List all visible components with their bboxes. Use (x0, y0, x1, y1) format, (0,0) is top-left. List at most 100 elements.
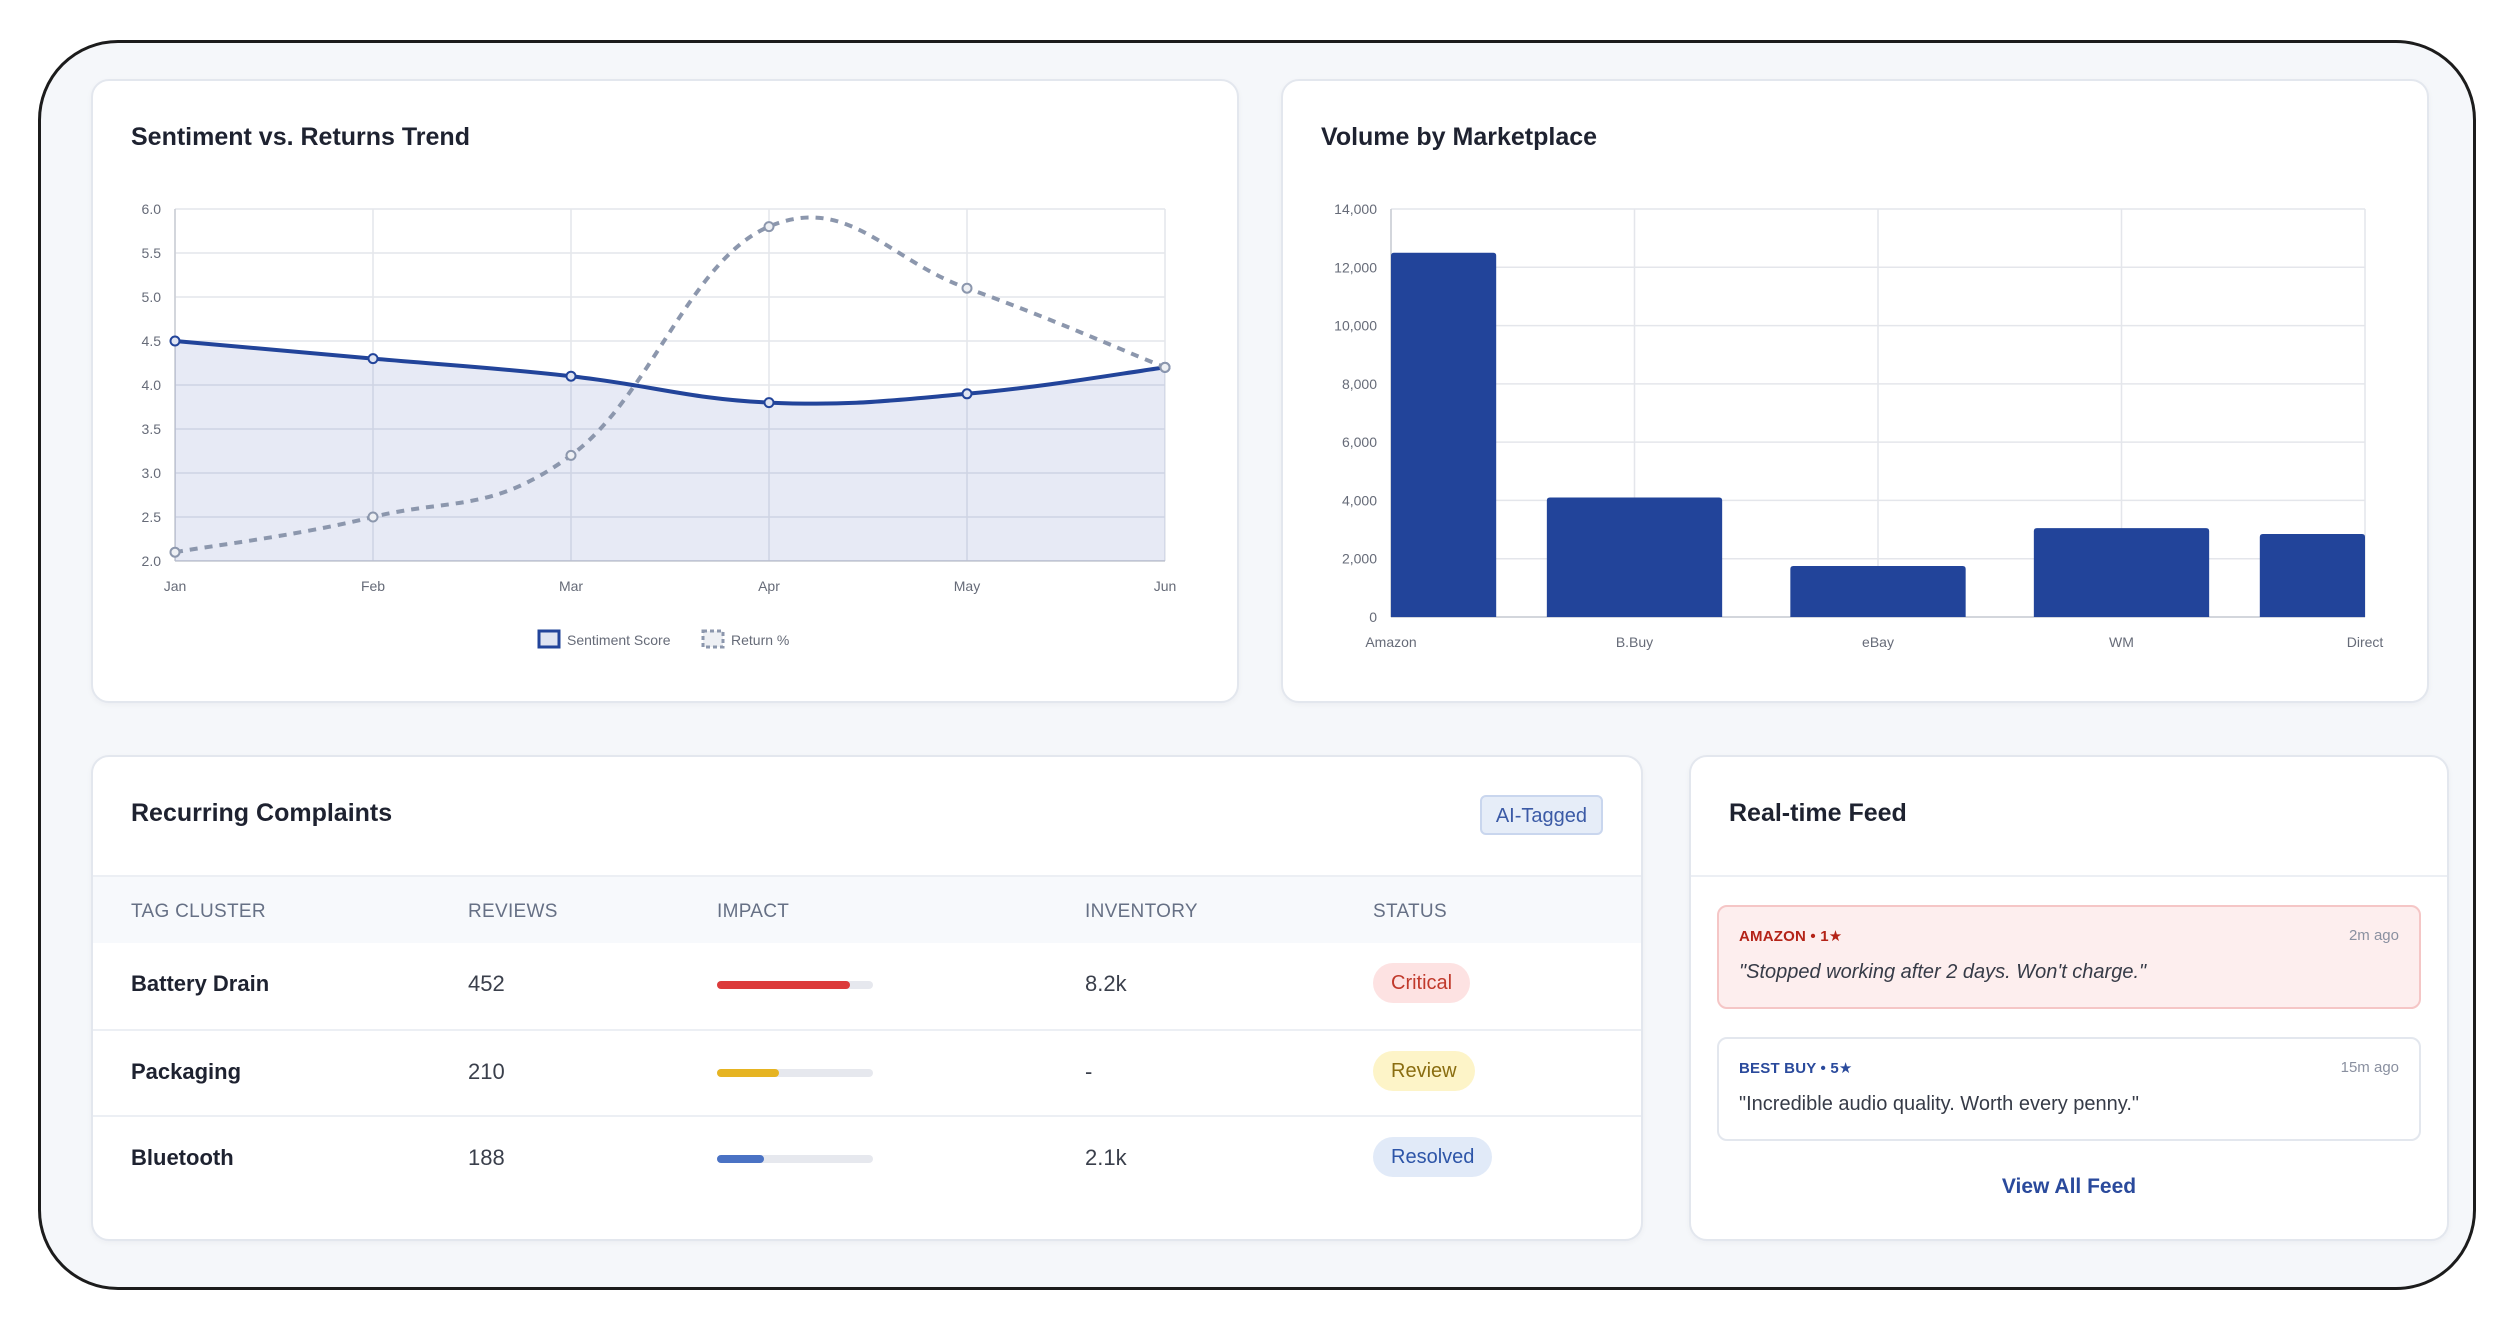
feed-timestamp: 15m ago (2340, 1059, 2399, 1076)
y-tick-label: 3.5 (142, 421, 162, 437)
bar-wm (2033, 528, 2210, 617)
view-all-feed-link[interactable]: View All Feed (2001, 1175, 2137, 1198)
impact-bar (717, 1069, 873, 1077)
feed-source: BEST BUY • 5★ (1739, 1060, 1853, 1077)
column-header-status[interactable]: STATUS (1373, 901, 1447, 922)
x-tick-label-direct: Direct (2347, 634, 2384, 650)
impact-bar (717, 1155, 873, 1163)
marketplace-volume-chart: 14,000 12,000 10,000 8,000 6,000 4,000 2,000 0 A… (1334, 201, 2384, 650)
sentiment-score-point (367, 353, 379, 365)
inventory-cell: - (1085, 1059, 1093, 1084)
x-tick-label: Mar (559, 578, 583, 594)
status-badge: Critical (1373, 963, 1471, 1003)
y-tick-label: 0 (1369, 609, 1377, 625)
dashboard-frame: Sentiment vs. Returns Trend 6.0 5.5 5.0 4.5… (38, 40, 2476, 1290)
chart-legend: Sentiment Score Return % (537, 629, 789, 649)
feed-timestamp: 2m ago (2348, 927, 2399, 944)
x-tick-label-amazon: Amazon (1365, 634, 1416, 650)
reviews-cell: 452 (468, 971, 505, 996)
impact-bar-fill (717, 1069, 780, 1077)
y-tick-label: 10,000 (1334, 318, 1377, 334)
complaints-table-header: TAG CLUSTER REVIEWS IMPACT INVENTORY STA… (93, 875, 1641, 943)
status-badge: Resolved (1373, 1137, 1493, 1177)
feed-divider (1691, 875, 2447, 877)
marketplace-volume-card: Volume by Marketplace 14,000 12,000 10,000… (1281, 79, 2429, 703)
feed-quote: "Incredible audio quality. Worth every p… (1739, 1093, 2139, 1115)
table-row[interactable]: Bluetooth 188 2.1k Resolved (93, 1115, 1641, 1201)
legend-swatch-return (701, 629, 725, 649)
feed-item[interactable]: AMAZON • 1★ 2m ago "Stopped working afte… (1717, 905, 2421, 1009)
return-point (565, 449, 577, 461)
tag-cluster-cell: Bluetooth (131, 1145, 234, 1170)
feed-quote: "Stopped working after 2 days. Won't cha… (1739, 961, 2147, 983)
y-tick-label: 4.5 (142, 333, 162, 349)
legend-label-return: Return % (731, 632, 789, 648)
reviews-cell: 188 (468, 1145, 505, 1170)
y-tick-label: 3.0 (142, 465, 162, 481)
impact-bar (717, 981, 873, 989)
y-tick-label: 6,000 (1342, 434, 1377, 450)
status-badge: Review (1373, 1051, 1475, 1091)
tag-cluster-cell: Battery Drain (131, 971, 270, 996)
y-tick-label: 4.0 (142, 377, 162, 393)
return-point (169, 546, 181, 558)
column-header-impact[interactable]: IMPACT (717, 901, 790, 922)
sentiment-score-area (175, 341, 1165, 561)
x-tick-label-wm: WM (2109, 634, 2134, 650)
table-row[interactable]: Battery Drain 452 8.2k Critical (93, 943, 1641, 1029)
y-tick-label: 12,000 (1334, 259, 1377, 275)
reviews-cell: 210 (468, 1059, 505, 1084)
bar-direct (2259, 533, 2365, 617)
inventory-cell: 2.1k (1085, 1145, 1127, 1170)
x-tick-label-ebay: eBay (1862, 634, 1894, 650)
y-tick-label: 14,000 (1334, 201, 1377, 217)
return-point (367, 511, 379, 523)
x-tick-label-b-buy: B.Buy (1616, 634, 1653, 650)
legend-label-sentiment-score: Sentiment Score (567, 632, 671, 648)
y-tick-label: 4,000 (1342, 492, 1377, 508)
sentiment-score-point (763, 397, 775, 409)
impact-bar-fill (717, 1155, 764, 1163)
return-point (1159, 361, 1171, 373)
y-tick-label: 2.0 (142, 553, 162, 569)
y-tick-label: 2,000 (1342, 551, 1377, 567)
recurring-complaints-title: Recurring Complaints (131, 799, 393, 827)
return-point (961, 282, 973, 294)
column-header-inventory[interactable]: INVENTORY (1085, 901, 1198, 922)
x-tick-label: May (954, 578, 980, 594)
column-header-tag-cluster[interactable]: TAG CLUSTER (131, 901, 266, 922)
x-tick-label: Feb (361, 578, 385, 594)
realtime-feed-title: Real-time Feed (1729, 799, 1907, 827)
bar-b-buy (1546, 497, 1723, 617)
sentiment-score-point (169, 335, 181, 347)
sentiment-returns-card: Sentiment vs. Returns Trend 6.0 5.5 5.0 4.5… (91, 79, 1239, 703)
sentiment-score-line (174, 339, 1166, 406)
y-tick-label: 6.0 (142, 201, 162, 217)
impact-bar-fill (717, 981, 850, 989)
feed-item[interactable]: BEST BUY • 5★ 15m ago "Incredible audio … (1717, 1037, 2421, 1141)
table-row[interactable]: Packaging 210 - Review (93, 1029, 1641, 1115)
bar-amazon (1391, 252, 1497, 617)
y-tick-label: 8,000 (1342, 376, 1377, 392)
marketplace-volume-title: Volume by Marketplace (1321, 123, 1598, 151)
ai-tagged-badge: AI-Tagged (1479, 795, 1603, 835)
column-header-reviews[interactable]: REVIEWS (468, 901, 558, 922)
sentiment-score-point (565, 370, 577, 382)
legend-swatch-sentiment-score (537, 629, 561, 649)
feed-source: AMAZON • 1★ (1739, 928, 1843, 945)
return-line (174, 215, 1166, 555)
recurring-complaints-card: Recurring Complaints AI-Tagged TAG CLUST… (91, 755, 1643, 1241)
x-tick-label: Jun (1154, 578, 1177, 594)
x-tick-label: Jan (164, 578, 187, 594)
y-tick-label: 5.0 (142, 289, 162, 305)
sentiment-returns-title: Sentiment vs. Returns Trend (131, 123, 470, 151)
tag-cluster-cell: Packaging (131, 1059, 242, 1084)
y-tick-label: 2.5 (142, 509, 162, 525)
y-tick-label: 5.5 (142, 245, 162, 261)
return-point (763, 221, 775, 233)
realtime-feed-card: Real-time Feed AMAZON • 1★ 2m ago "Stopp… (1689, 755, 2449, 1241)
sentiment-score-point (961, 388, 973, 400)
inventory-cell: 8.2k (1085, 971, 1127, 996)
bar-ebay (1790, 566, 1966, 617)
